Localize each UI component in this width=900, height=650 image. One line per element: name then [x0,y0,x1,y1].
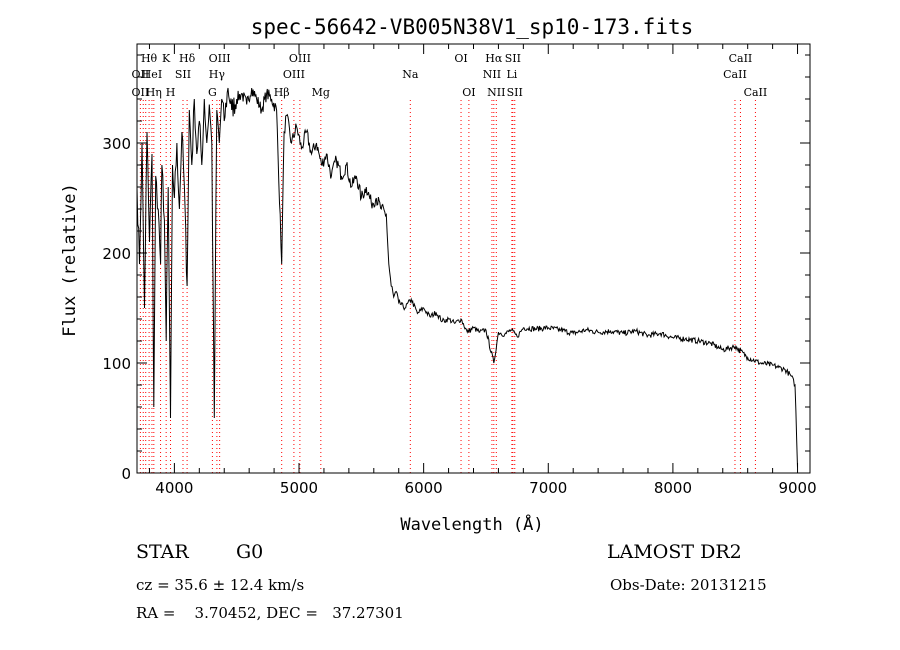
spectrum-line [136,87,798,468]
y-axis-label: Flux (relative) [60,183,80,337]
line-label: OI [454,52,467,65]
tick-label: 200 [102,245,131,263]
line-label: Hδ [179,52,196,65]
line-label: Hη [146,86,162,99]
x-axis-label: Wavelength (Å) [400,513,543,535]
tick-label: 5000 [280,479,318,497]
tick-label: 100 [102,355,131,373]
line-label: CaII [744,86,768,99]
line-label: CaII [729,52,753,65]
line-label: Hα [485,52,503,65]
emission-line-markers [139,100,756,473]
survey-name: LAMOST DR2 [607,541,742,563]
tick-label: 4000 [155,479,193,497]
line-label: Li [506,68,517,81]
line-label: SII [175,68,191,81]
axis-ticks: 4000 5000 6000 7000 8000 9000 0 100 200 300 [102,44,817,497]
line-label: Hγ [209,68,226,81]
line-label: Mg [312,86,330,99]
line-label: OIII [283,68,305,81]
object-class: STAR [136,541,189,563]
spectral-subclass: G0 [236,541,264,563]
tick-label: 0 [121,465,131,483]
line-label: OII [132,86,150,99]
line-label: G [208,86,217,99]
obs-date: Obs-Date: 20131215 [610,576,767,594]
tick-label: 300 [102,135,131,153]
line-label: Na [402,68,419,81]
chart-title: spec-56642-VB005N38V1_sp10-173.fits [251,15,694,39]
line-label: HeI [142,68,162,81]
line-label: H [166,86,176,99]
line-label: Hθ [141,52,158,65]
line-label: OII [132,68,150,81]
tick-label: 7000 [529,479,567,497]
tick-label: 9000 [778,479,816,497]
line-label: OIII [209,52,231,65]
redshift-value: cz = 35.6 ± 12.4 km/s [136,576,305,594]
line-label: NII [487,86,505,99]
line-label: SII [505,52,521,65]
line-label: CaII [723,68,747,81]
coordinates: RA = 3.70452, DEC = 37.27301 [136,604,404,622]
line-label: OIII [289,52,311,65]
line-label: Hβ [274,86,290,99]
line-label: OI [462,86,475,99]
line-label: SII [507,86,523,99]
tick-label: 8000 [654,479,692,497]
line-label: NII [483,68,501,81]
line-label: K [162,52,171,65]
plot-frame [136,43,811,474]
tick-label: 6000 [405,479,443,497]
